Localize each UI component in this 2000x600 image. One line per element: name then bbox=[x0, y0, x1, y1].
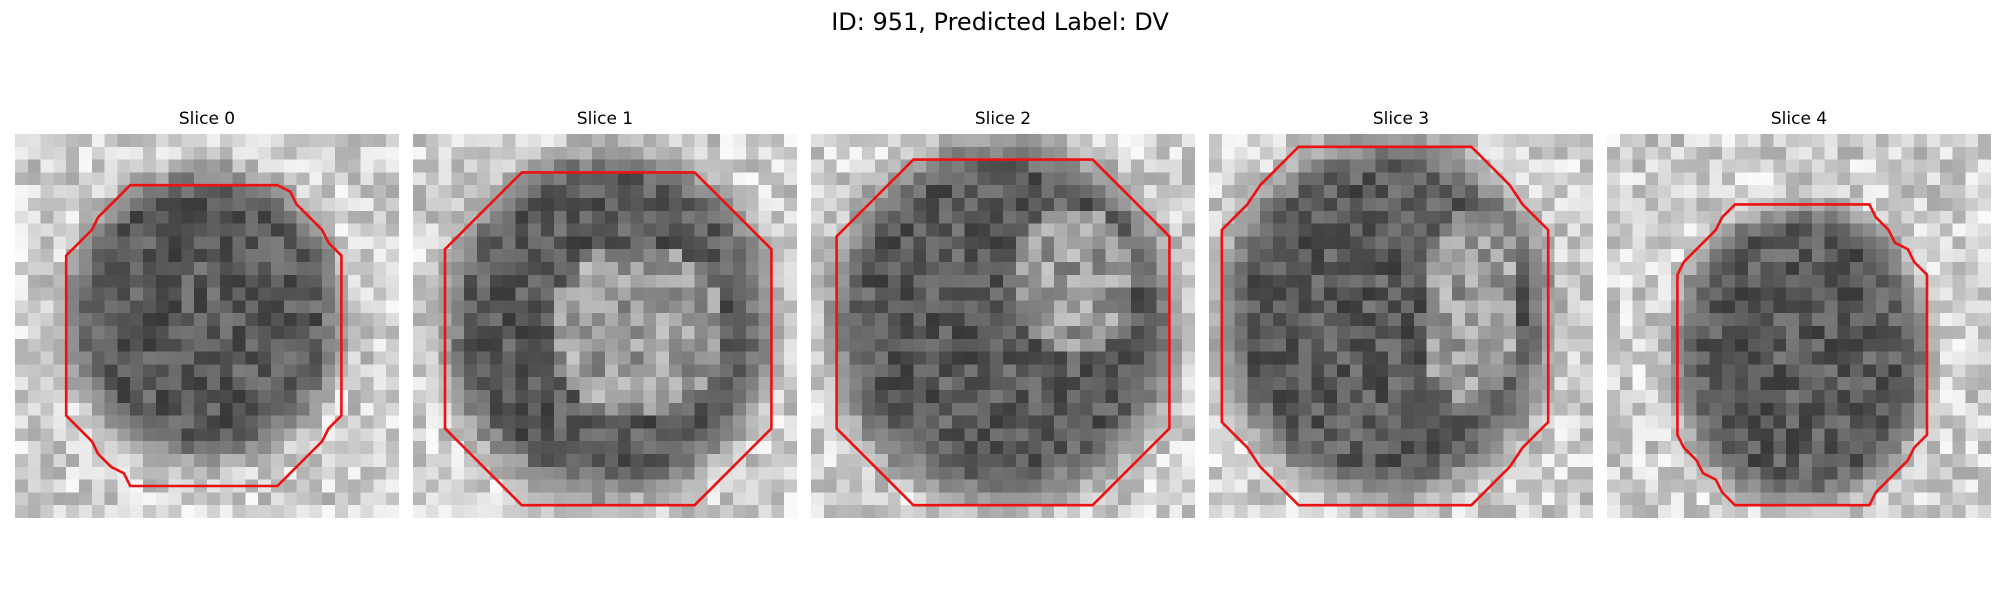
segmentation-contour bbox=[1677, 204, 1927, 505]
segmentation-contour bbox=[445, 172, 771, 505]
contour-overlay bbox=[15, 134, 399, 518]
slice-title: Slice 2 bbox=[811, 108, 1195, 130]
figure-title: ID: 951, Predicted Label: DV bbox=[0, 6, 2000, 38]
contour-overlay bbox=[811, 134, 1195, 518]
contour-overlay bbox=[413, 134, 797, 518]
contour-overlay bbox=[1607, 134, 1991, 518]
slice-title: Slice 4 bbox=[1607, 108, 1991, 130]
contour-overlay bbox=[1209, 134, 1593, 518]
slice-title: Slice 1 bbox=[413, 108, 797, 130]
slice-title: Slice 0 bbox=[15, 108, 399, 130]
segmentation-contour bbox=[837, 160, 1170, 506]
segmentation-contour bbox=[66, 185, 341, 486]
slice-title: Slice 3 bbox=[1209, 108, 1593, 130]
segmentation-contour bbox=[1222, 147, 1548, 505]
